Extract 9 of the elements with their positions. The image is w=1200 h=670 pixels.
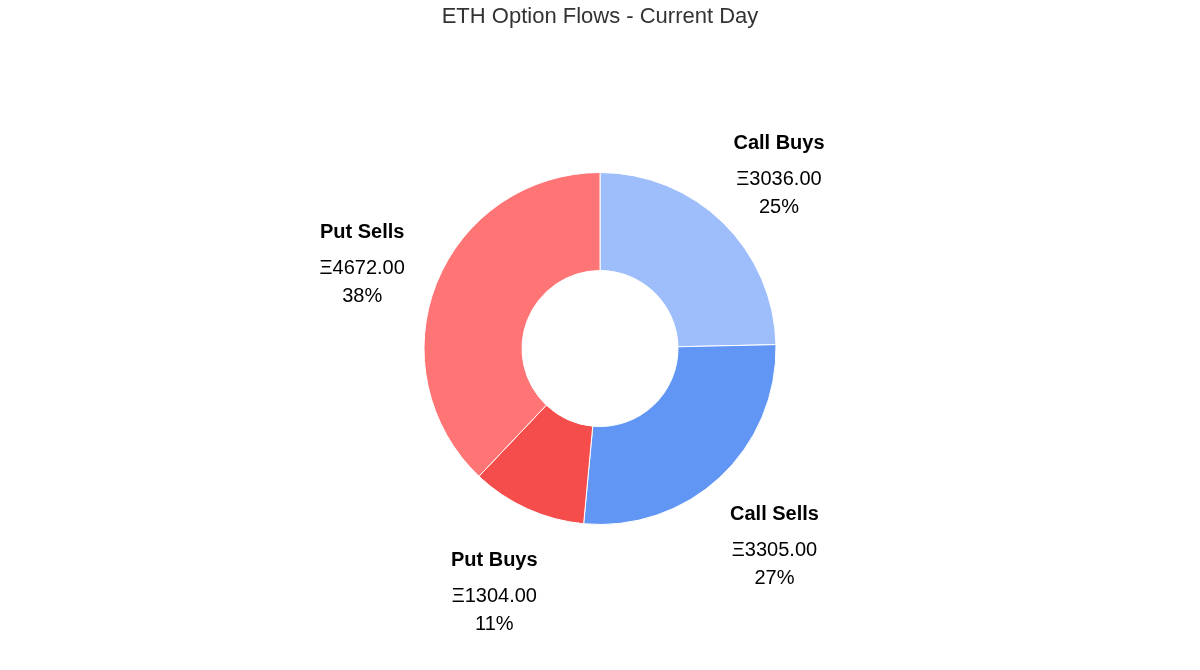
slice-label: Call Buys	[733, 131, 825, 154]
chart-title: ETH Option Flows - Current Day	[441, 3, 759, 28]
slice-label: Call Sells	[730, 501, 819, 524]
data-label: Ξ3305.00 27%	[731, 537, 818, 588]
slice-label: Put Buys	[450, 547, 538, 570]
data-label: Ξ3036.00 25%	[736, 167, 822, 218]
data-label: Ξ4672.00 38%	[319, 255, 405, 306]
slice-label: Put Sells	[319, 219, 405, 242]
data-label: Ξ1304.00 11%	[451, 583, 537, 634]
